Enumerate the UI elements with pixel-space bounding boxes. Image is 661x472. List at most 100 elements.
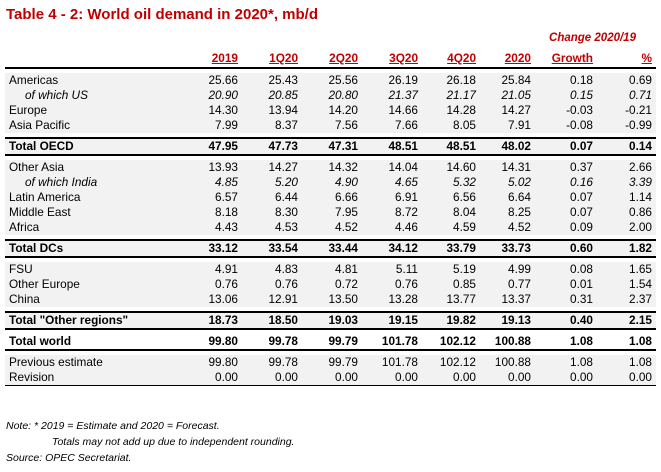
value-cell: 5.20 <box>242 175 302 190</box>
row-label: Middle East <box>5 205 180 220</box>
value-cell: 34.12 <box>362 239 422 258</box>
table-row: Middle East 8.18 8.30 7.95 8.72 8.04 8.25 0.07 0… <box>5 205 656 220</box>
value-cell: 99.78 <box>242 334 302 351</box>
value-cell: -0.08 <box>535 118 597 133</box>
spacer-row <box>5 68 656 73</box>
value-cell: 13.93 <box>180 160 242 175</box>
value-cell: 1.82 <box>597 239 656 258</box>
row-label: Total world <box>5 334 180 351</box>
value-cell: 99.79 <box>302 334 362 351</box>
value-cell: 0.00 <box>362 370 422 386</box>
value-cell: 18.50 <box>242 311 302 330</box>
table-row: Africa 4.43 4.53 4.52 4.46 4.59 4.52 0.09 2.00 <box>5 220 656 235</box>
value-cell: 0.07 <box>535 190 597 205</box>
value-cell: 0.00 <box>535 370 597 386</box>
spacer-cell <box>5 155 656 160</box>
value-cell: 33.79 <box>422 239 480 258</box>
value-cell: 4.90 <box>302 175 362 190</box>
value-cell: 0.71 <box>597 88 656 103</box>
header-2019: 2019 <box>180 50 242 69</box>
value-cell: 13.28 <box>362 292 422 307</box>
value-cell: 7.91 <box>480 118 535 133</box>
value-cell: 20.80 <box>302 88 362 103</box>
value-cell: 25.66 <box>180 73 242 88</box>
value-cell: 48.02 <box>480 137 535 156</box>
value-cell: 0.09 <box>535 220 597 235</box>
value-cell: 13.50 <box>302 292 362 307</box>
value-cell: 33.44 <box>302 239 362 258</box>
value-cell: 4.46 <box>362 220 422 235</box>
value-cell: 4.85 <box>180 175 242 190</box>
value-cell: 47.95 <box>180 137 242 156</box>
value-cell: 4.52 <box>480 220 535 235</box>
value-cell: 0.40 <box>535 311 597 330</box>
table-body: Americas 25.66 25.43 25.56 26.19 26.18 25.84 0.… <box>5 68 656 386</box>
total-world-row: Total world 99.80 99.78 99.79 101.78 102.12 10… <box>5 334 656 351</box>
spacer-row <box>5 329 656 334</box>
spacer-row <box>5 307 656 312</box>
row-label: of which India <box>5 175 180 190</box>
spacer-row <box>5 155 656 160</box>
footer-row: Previous estimate 99.80 99.78 99.79 101.78 10… <box>5 355 656 370</box>
row-label: Total OECD <box>5 137 180 156</box>
value-cell: 21.05 <box>480 88 535 103</box>
value-cell: 7.95 <box>302 205 362 220</box>
header-2020: 2020 <box>480 50 535 69</box>
value-cell: 14.27 <box>242 160 302 175</box>
header-4q20: 4Q20 <box>422 50 480 69</box>
value-cell: 7.56 <box>302 118 362 133</box>
value-cell: 6.91 <box>362 190 422 205</box>
footer-row: Revision 0.00 0.00 0.00 0.00 0.00 0.00 0.00 0.00 <box>5 370 656 386</box>
value-cell: 1.08 <box>535 334 597 351</box>
table-title: Table 4 - 2: World oil demand in 2020*, … <box>6 6 319 23</box>
value-cell: 5.19 <box>422 262 480 277</box>
spacer-cell <box>5 307 656 312</box>
value-cell: 26.18 <box>422 73 480 88</box>
value-cell: 0.76 <box>362 277 422 292</box>
value-cell: 20.85 <box>242 88 302 103</box>
value-cell: 8.18 <box>180 205 242 220</box>
value-cell: 1.54 <box>597 277 656 292</box>
header-2q20: 2Q20 <box>302 50 362 69</box>
value-cell: 5.02 <box>480 175 535 190</box>
value-cell: 1.08 <box>535 355 597 370</box>
value-cell: 5.11 <box>362 262 422 277</box>
oil-demand-table: 2019 1Q20 2Q20 3Q20 4Q20 2020 Growth % A… <box>5 50 656 386</box>
value-cell: 0.76 <box>180 277 242 292</box>
value-cell: 4.91 <box>180 262 242 277</box>
value-cell: 6.57 <box>180 190 242 205</box>
value-cell: 13.37 <box>480 292 535 307</box>
spacer-cell <box>5 68 656 73</box>
spacer-row <box>5 350 656 355</box>
value-cell: 14.20 <box>302 103 362 118</box>
table-row: of which US 20.90 20.85 20.80 21.37 21.17 21.0… <box>5 88 656 103</box>
value-cell: 4.53 <box>242 220 302 235</box>
value-cell: 47.31 <box>302 137 362 156</box>
table-row: of which India 4.85 5.20 4.90 4.65 5.32 5.02 0.… <box>5 175 656 190</box>
table-row: Other Europe 0.76 0.76 0.72 0.76 0.85 0.77 0.01… <box>5 277 656 292</box>
value-cell: 0.14 <box>597 137 656 156</box>
value-cell: 14.32 <box>302 160 362 175</box>
table-row: Other Asia 13.93 14.27 14.32 14.04 14.60 14.31… <box>5 160 656 175</box>
row-label: Africa <box>5 220 180 235</box>
value-cell: 0.69 <box>597 73 656 88</box>
value-cell: 5.32 <box>422 175 480 190</box>
note-line: Note: * 2019 = Estimate and 2020 = Forec… <box>6 420 220 432</box>
value-cell: 102.12 <box>422 355 480 370</box>
change-group-header: Change 2020/19 <box>549 32 636 44</box>
value-cell: 1.08 <box>597 355 656 370</box>
value-cell: 100.88 <box>480 334 535 351</box>
value-cell: 2.66 <box>597 160 656 175</box>
value-cell: 0.08 <box>535 262 597 277</box>
value-cell: 0.00 <box>597 370 656 386</box>
value-cell: 102.12 <box>422 334 480 351</box>
spacer-row <box>5 257 656 262</box>
value-cell: 6.56 <box>422 190 480 205</box>
row-label: Total DCs <box>5 239 180 258</box>
value-cell: 0.77 <box>480 277 535 292</box>
value-cell: 99.80 <box>180 334 242 351</box>
value-cell: 7.99 <box>180 118 242 133</box>
value-cell: 21.17 <box>422 88 480 103</box>
row-label: China <box>5 292 180 307</box>
value-cell: 21.37 <box>362 88 422 103</box>
